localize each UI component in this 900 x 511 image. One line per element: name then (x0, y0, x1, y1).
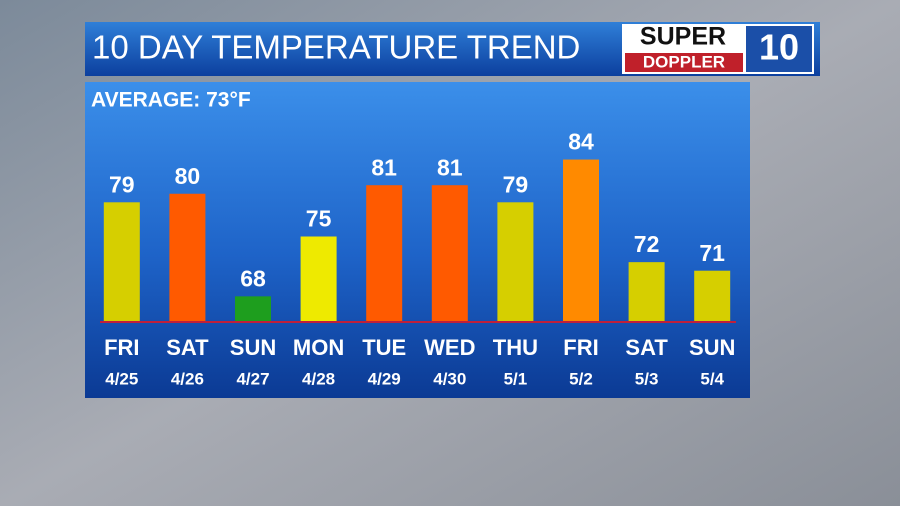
bar (431, 185, 468, 322)
date-label: 4/26 (171, 369, 204, 388)
date-label: 4/30 (433, 369, 466, 388)
value-label: 80 (175, 163, 201, 189)
logo-band (625, 53, 743, 72)
bar (235, 296, 271, 322)
value-label: 68 (240, 265, 266, 291)
bar (169, 193, 206, 322)
bar (628, 262, 665, 322)
value-label: 84 (568, 129, 594, 155)
x-tick-label: SAT (625, 335, 668, 360)
date-label: 4/27 (236, 369, 269, 388)
x-tick-label: FRI (104, 335, 139, 360)
logo: SUPER DOPPLER 10 (622, 23, 814, 74)
logo-badge (746, 26, 812, 72)
x-tick-label: SAT (166, 335, 209, 360)
logo-mark: 10 (759, 27, 799, 68)
x-tick-label: MON (293, 335, 344, 360)
date-label: 5/4 (700, 369, 724, 388)
value-label: 81 (437, 154, 463, 180)
date-label: 4/28 (302, 369, 335, 388)
bar (694, 270, 731, 322)
value-label: 79 (503, 171, 529, 197)
logo-text: DOPPLER (643, 52, 725, 71)
x-tick-label: SUN (689, 335, 735, 360)
value-label: 81 (371, 154, 397, 180)
bar (563, 159, 599, 322)
value-label: 75 (306, 206, 332, 232)
bar (366, 185, 403, 322)
value-label: 72 (634, 231, 660, 257)
date-label: 5/1 (504, 369, 528, 388)
date-label: 5/2 (569, 369, 593, 388)
x-tick-label: THU (493, 335, 538, 360)
bar (300, 236, 337, 322)
date-label: 5/3 (635, 369, 659, 388)
date-label: 4/25 (105, 369, 138, 388)
logo-text: SUPER (640, 23, 726, 51)
annotation: AVERAGE: 73°F (91, 89, 251, 112)
chart-title: 10 DAY TEMPERATURE TREND (92, 29, 580, 66)
plot: 79 FRI 4/25 80 SAT 4/26 68 SUN 4/27 75 MON 4/28 81 TU… (100, 129, 736, 388)
x-tick-label: WED (424, 335, 475, 360)
x-tick-label: TUE (362, 335, 406, 360)
value-label: 71 (699, 240, 725, 266)
x-tick-label: FRI (563, 335, 598, 360)
value-label: 79 (109, 171, 135, 197)
bar (497, 202, 534, 322)
bar (103, 202, 140, 322)
x-tick-label: SUN (230, 335, 276, 360)
date-label: 4/29 (368, 369, 401, 388)
